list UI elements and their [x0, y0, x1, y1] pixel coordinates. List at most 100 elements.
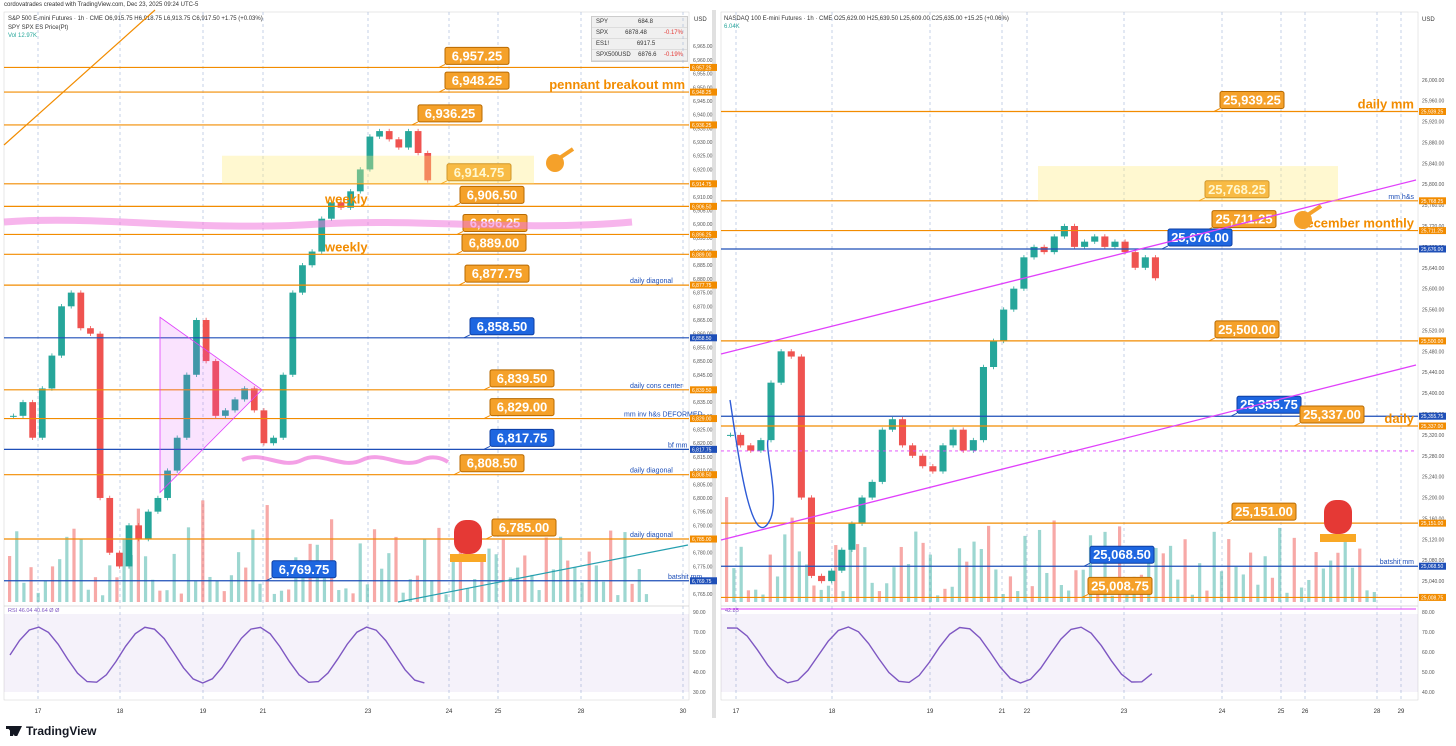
- price-callout-box: [1204, 180, 1270, 199]
- volume-bar: [1161, 553, 1165, 602]
- volume-bar: [1292, 537, 1296, 602]
- axis-price-badge: [1419, 422, 1446, 430]
- watchlist-row[interactable]: SPY 684.8: [592, 17, 687, 28]
- volume-bar: [501, 539, 505, 602]
- callout-pointer: [456, 230, 464, 235]
- y-axis-tick: 6,795.00: [693, 510, 713, 516]
- volume-bar: [494, 554, 498, 602]
- callout-pointer: [1230, 412, 1238, 417]
- axis-price-badge: [690, 88, 717, 96]
- y-axis-tick: 6,815.00: [693, 455, 713, 461]
- callout-pointer: [1083, 562, 1091, 567]
- alarm-siren-icon: [454, 520, 482, 554]
- watchlist-panel[interactable]: SPY 684.8 SPX 6878.48 -0.17% ES1! 6917.5 SPX…: [591, 16, 688, 62]
- axis-price-badge: [690, 180, 717, 188]
- candle-body: [289, 292, 297, 375]
- volume-bar: [236, 552, 241, 602]
- y-axis-tick: 25,840.00: [1422, 161, 1444, 167]
- tradingview-logo-icon: [6, 726, 22, 736]
- volume-bar: [885, 583, 889, 602]
- volume-bar: [29, 567, 33, 602]
- volume-bar: [1343, 537, 1347, 602]
- axis-price-badge-text: 6,948.25: [692, 90, 712, 96]
- x-axis-tick: 24: [1219, 709, 1226, 715]
- watchlist-row[interactable]: SPX 6878.48 -0.17%: [592, 28, 687, 39]
- x-axis-tick: 22: [1024, 709, 1031, 715]
- volume-bar: [258, 583, 262, 602]
- candle-body: [414, 131, 422, 153]
- candle-body: [77, 292, 85, 329]
- price-callout-box: [1299, 405, 1365, 424]
- callout-pointer: [1161, 245, 1169, 250]
- volume-bar: [344, 588, 348, 602]
- price-callout-label: 6,769.75: [279, 562, 330, 577]
- volume-bar: [1059, 585, 1063, 602]
- axis-price-badge-text: 6,839.50: [692, 388, 712, 394]
- candle-body: [878, 429, 886, 482]
- axis-price-badge: [1419, 519, 1446, 527]
- candle-body: [898, 419, 907, 446]
- volume-bar: [480, 554, 484, 602]
- price-callout-box: [446, 163, 512, 182]
- tradingview-logo: TradingView: [6, 724, 96, 738]
- volume-bar: [746, 590, 751, 602]
- price-callout-label: 6,936.25: [425, 106, 476, 121]
- candle-body: [1131, 252, 1139, 268]
- volume-bar: [1234, 566, 1238, 602]
- volume-bar: [783, 534, 787, 602]
- y-axis-tick: 25,800.00: [1422, 182, 1444, 188]
- volume-bar: [430, 580, 434, 602]
- left-axis-currency: USD: [694, 17, 707, 23]
- axis-price-badge-text: 6,785.00: [692, 537, 712, 543]
- y-axis-tick: 6,805.00: [693, 482, 713, 488]
- axis-price-badge: [690, 230, 717, 238]
- axis-price-badge: [690, 386, 717, 394]
- volume-bar: [856, 544, 860, 602]
- axis-price-badge: [690, 250, 717, 258]
- axis-price-badge-text: 25,500.00: [1421, 339, 1443, 345]
- volume-bar: [1008, 576, 1013, 602]
- volume-bar: [943, 588, 947, 602]
- volume-bar: [725, 497, 729, 602]
- y-axis-tick: 6,765.00: [693, 592, 713, 598]
- channel-line: [720, 179, 1417, 355]
- candle-body: [818, 575, 826, 582]
- price-callout-label: 25,500.00: [1218, 322, 1276, 337]
- volume-bar: [972, 541, 976, 602]
- callout-pointer: [483, 415, 491, 420]
- watchlist-row[interactable]: SPX500USD 6876.6 -0.19%: [592, 50, 687, 61]
- volume-bar: [65, 536, 69, 602]
- candle-body: [1121, 241, 1129, 253]
- callout-pointer: [453, 471, 461, 476]
- candle-body: [154, 497, 162, 512]
- watchlist-row[interactable]: ES1! 6917.5: [592, 39, 687, 50]
- candle-body: [959, 429, 967, 451]
- x-axis-tick: 19: [927, 709, 934, 715]
- axis-price-badge-text: 6,936.25: [692, 123, 712, 129]
- axis-price-badge-text: 25,337.00: [1421, 424, 1443, 430]
- volume-bar: [208, 576, 212, 602]
- volume-bar: [523, 555, 527, 602]
- level-note: batshit mm: [668, 574, 702, 581]
- rsi-axis-tick: 50.00: [693, 650, 706, 656]
- x-axis-tick: 17: [35, 709, 42, 715]
- axis-price-badge: [1419, 227, 1446, 235]
- price-callout-box: [1236, 395, 1302, 414]
- volume-bar: [1154, 547, 1158, 602]
- callout-pointer: [1225, 519, 1233, 524]
- x-axis-tick: 25: [495, 709, 502, 715]
- candle-body: [183, 374, 191, 438]
- y-axis-tick: 6,960.00: [693, 58, 713, 64]
- candle-body: [405, 131, 412, 148]
- price-callout-box: [1167, 228, 1233, 247]
- candle-body: [868, 481, 876, 498]
- candle-body: [241, 388, 249, 400]
- volume-bar: [294, 557, 298, 602]
- volume-bar: [151, 579, 155, 602]
- x-axis-tick: 18: [117, 709, 124, 715]
- rsi-line: [726, 626, 1153, 684]
- volume-bar: [1219, 571, 1224, 602]
- x-axis-tick: 30: [680, 709, 687, 715]
- volume-bar: [251, 529, 255, 602]
